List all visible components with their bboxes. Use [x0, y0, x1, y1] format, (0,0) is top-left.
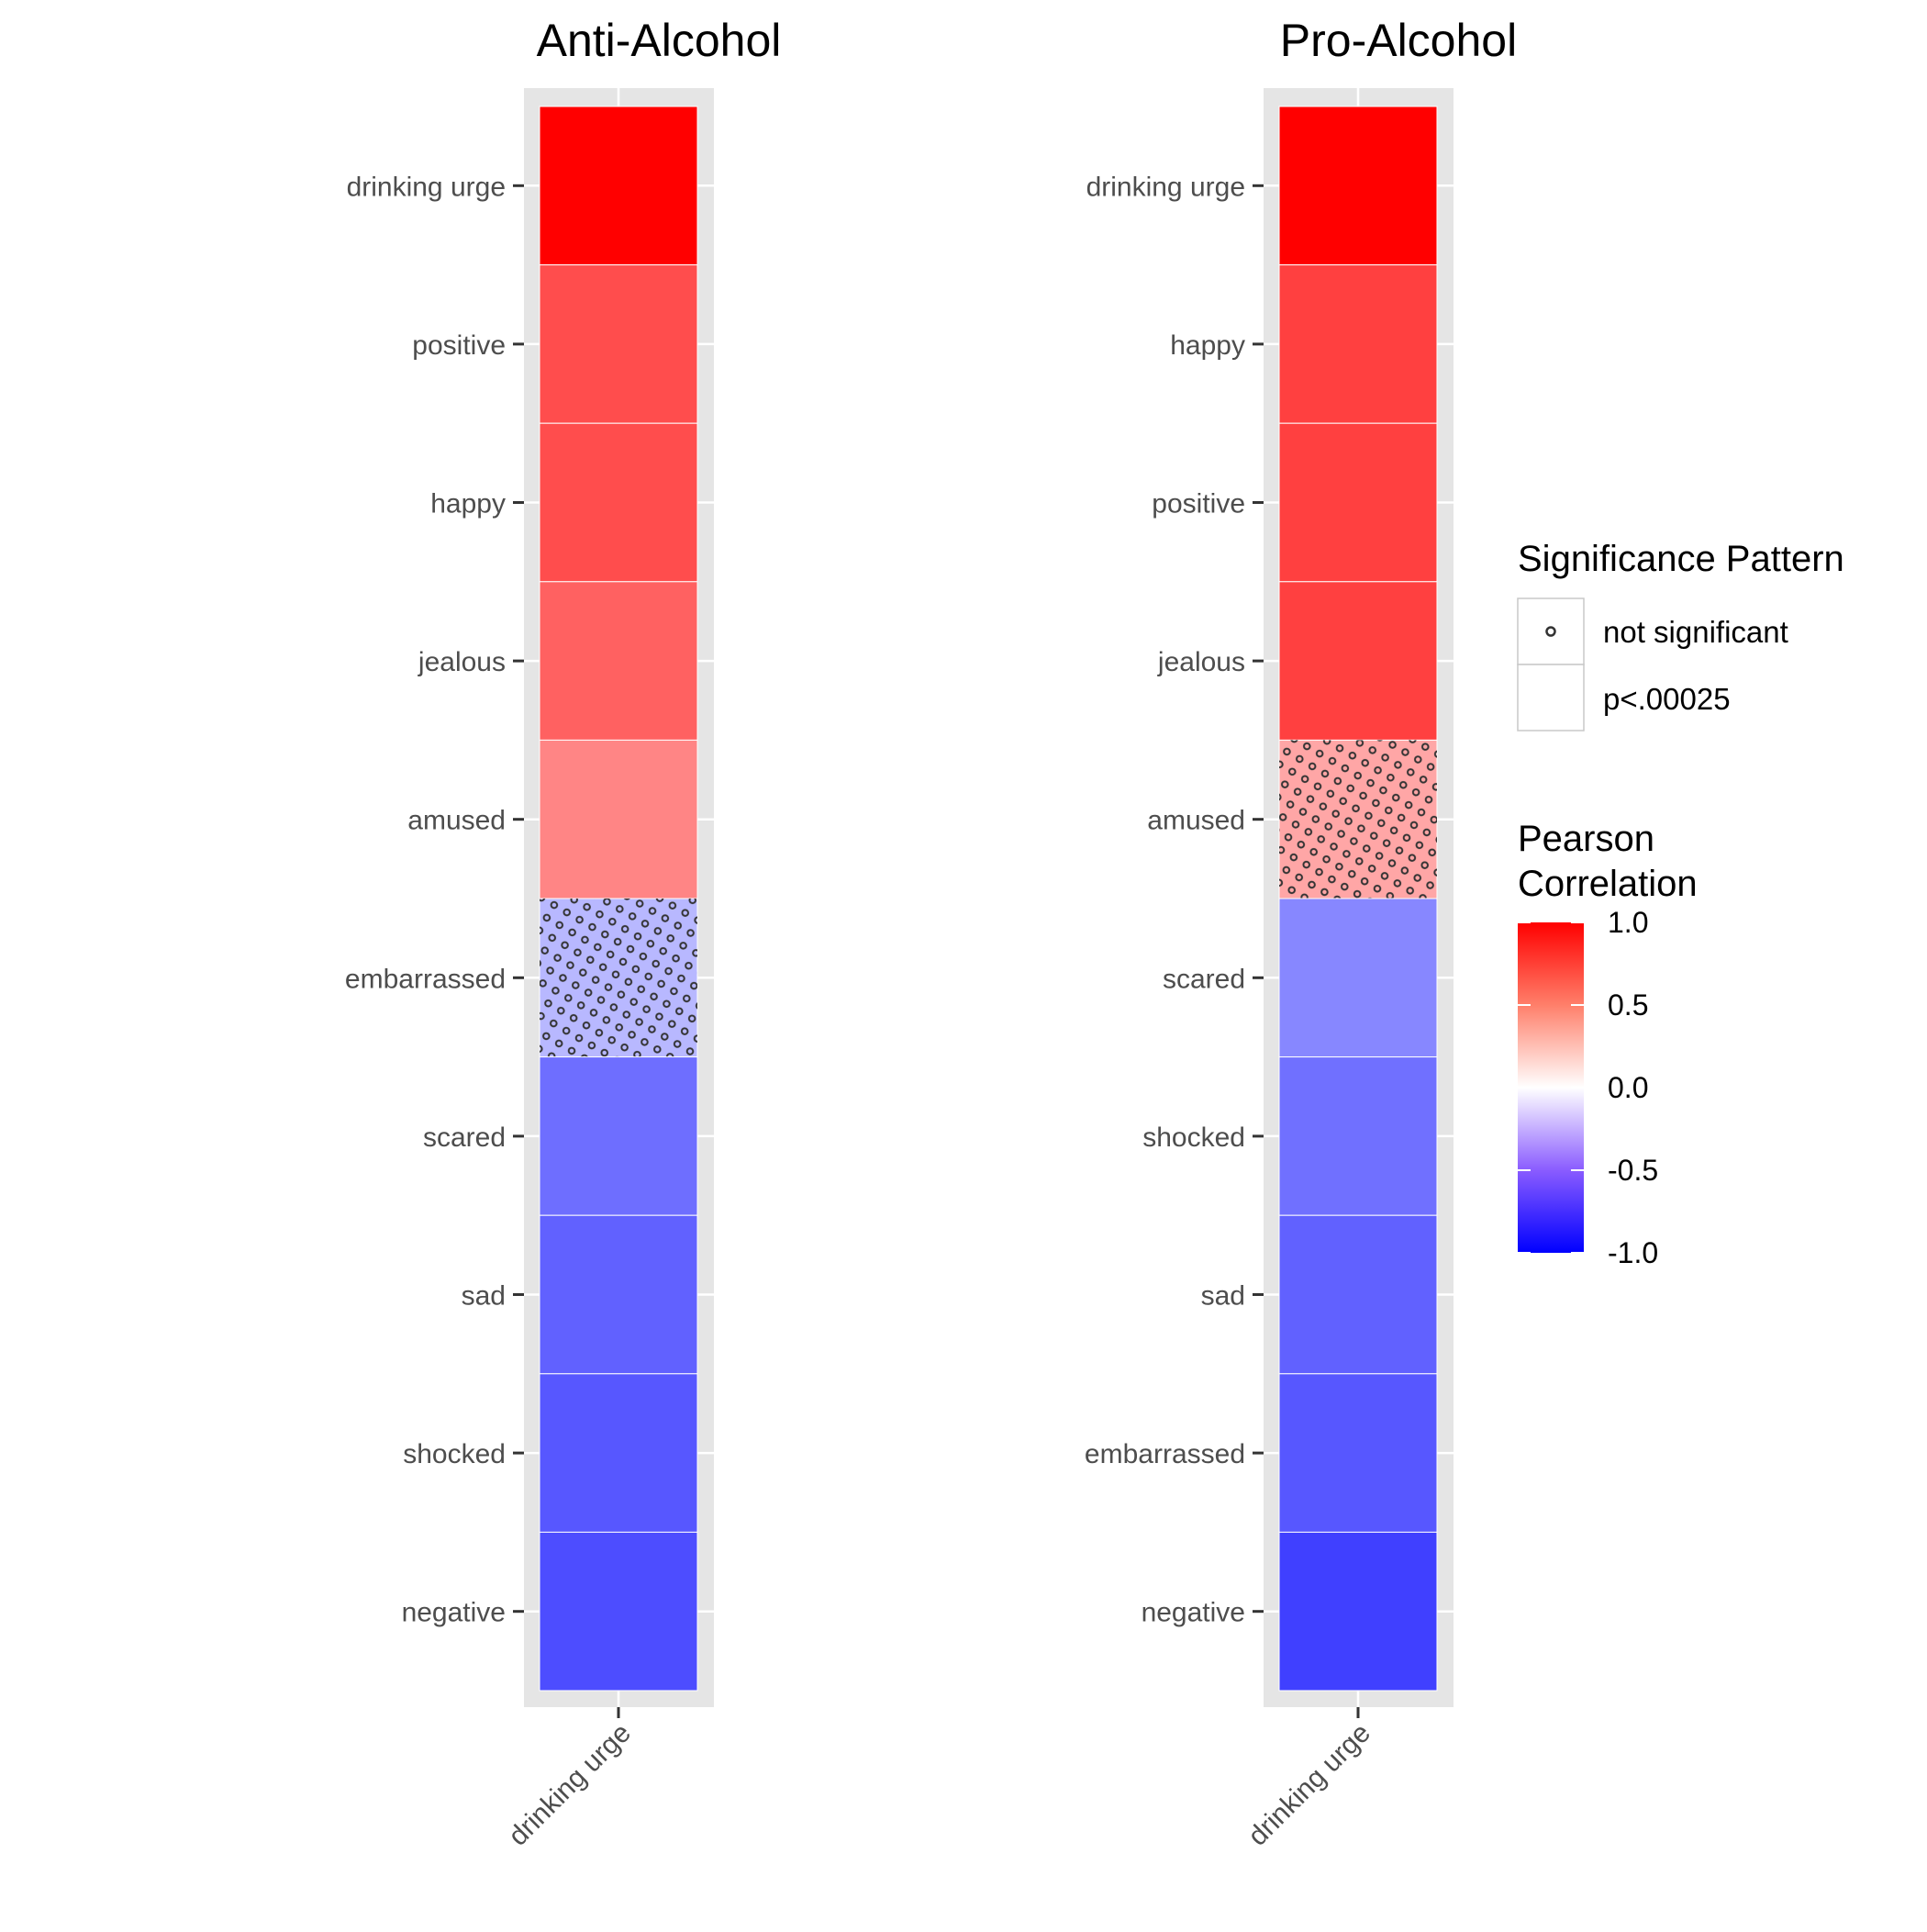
panel-title-pro: Pro-Alcohol: [1280, 15, 1517, 66]
y-tick-label: embarrassed: [1085, 1439, 1245, 1469]
panel-pro-alcohol: Pro-Alcohol drinking urge happy positive je…: [1085, 15, 1517, 1852]
legend-correlation-title-line1: Pearson: [1518, 819, 1654, 859]
heatmap-tile: [539, 422, 698, 583]
y-tick-label: scared: [1163, 964, 1245, 994]
heatmap-tile-pattern: [1279, 740, 1437, 899]
y-tick-label: jealous: [1157, 647, 1245, 677]
colorbar-tick-label: -0.5: [1608, 1154, 1658, 1187]
y-tick-label: negative: [1142, 1598, 1245, 1628]
y-tick-label: drinking urge: [347, 172, 506, 202]
legend-key-significant: [1517, 664, 1585, 731]
y-tick-label: jealous: [418, 647, 506, 677]
colorbar-tick-label: -1.0: [1608, 1236, 1658, 1269]
heatmap-tile: [1278, 1214, 1438, 1375]
panel-anti-alcohol: Anti-Alcohol drinking urge positive happy j…: [345, 15, 781, 1852]
heatmap-tile: [1278, 106, 1438, 266]
y-tick-label: happy: [1170, 330, 1245, 361]
y-tick-label: shocked: [1142, 1122, 1245, 1153]
legend-correlation: Pearson Correlation 1.0 0.5 0.0 -0.5 -1.0: [1518, 819, 1698, 1269]
y-tick-label: shocked: [403, 1439, 506, 1469]
colorbar-tick-label: 1.0: [1608, 906, 1648, 939]
colorbar-tick-label: 0.0: [1608, 1071, 1648, 1104]
heatmap-tile: [1278, 264, 1438, 424]
tiles-pro: [1278, 106, 1438, 1692]
heatmap-tile: [1278, 1373, 1438, 1533]
legend-dot-icon: [1545, 626, 1556, 637]
heatmap-tile: [1278, 898, 1438, 1058]
heatmap-tile-pattern: [540, 899, 697, 1057]
legend-key-not-significant: [1517, 597, 1585, 665]
heatmap-tile: [539, 106, 698, 266]
heatmap-tile: [539, 739, 698, 899]
heatmap-tile: [1278, 422, 1438, 583]
colorbar-tick-label: 0.5: [1608, 988, 1648, 1022]
heatmap-tile: [539, 264, 698, 424]
y-tick-label: scared: [423, 1122, 506, 1153]
heatmap-tile: [539, 581, 698, 741]
y-tick-label: sad: [462, 1281, 506, 1312]
heatmap-tile: [1278, 581, 1438, 741]
y-tick-label: embarrassed: [345, 964, 506, 994]
y-tick-label: negative: [402, 1598, 506, 1628]
x-tick-label-anti: drinking urge: [503, 1718, 637, 1852]
heatmap-tile: [1278, 1531, 1438, 1692]
legend-significance: Significance Pattern not significant p<.…: [1517, 539, 1844, 731]
heatmap-tile: [539, 1531, 698, 1692]
y-axis-pro: drinking urge happy positive jealous amused s…: [1085, 172, 1264, 1628]
legend-correlation-title-line2: Correlation: [1518, 864, 1698, 904]
colorbar-ticks: 1.0 0.5 0.0 -0.5 -1.0: [1518, 906, 1658, 1269]
heatmap-tile: [539, 1056, 698, 1216]
y-tick-label: positive: [412, 330, 506, 361]
panel-title-anti: Anti-Alcohol: [537, 15, 782, 66]
heatmap-tile: [1278, 1056, 1438, 1216]
tiles-anti: [539, 106, 698, 1692]
y-tick-label: amused: [407, 806, 506, 836]
y-tick-label: drinking urge: [1086, 172, 1245, 202]
y-axis-anti: drinking urge positive happy jealous amused e…: [345, 172, 524, 1628]
legend-label-significant: p<.00025: [1603, 682, 1731, 716]
y-tick-label: sad: [1201, 1281, 1245, 1312]
y-tick-label: positive: [1152, 489, 1245, 519]
y-tick-label: amused: [1147, 806, 1245, 836]
x-tick-label-pro: drinking urge: [1242, 1718, 1376, 1852]
legend-label-not-significant: not significant: [1603, 615, 1788, 649]
legend-significance-title: Significance Pattern: [1518, 539, 1844, 579]
heatmap-tile: [539, 1373, 698, 1533]
y-tick-label: happy: [430, 489, 506, 519]
heatmap-tile: [539, 1214, 698, 1375]
